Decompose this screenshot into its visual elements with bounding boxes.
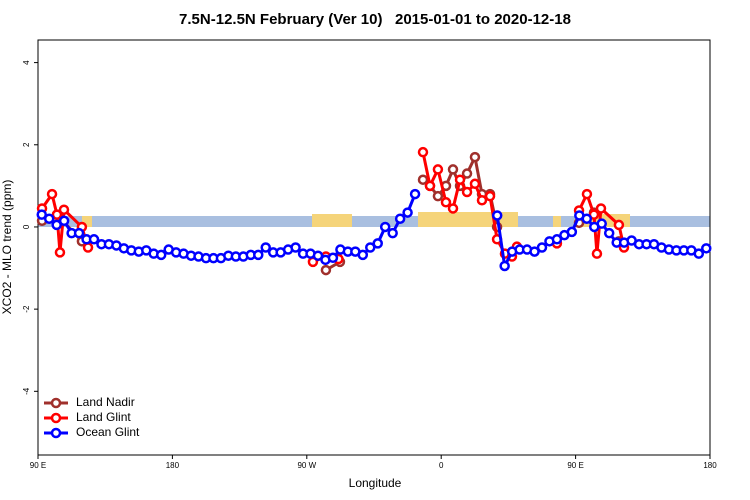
series-point — [536, 242, 548, 253]
series-point — [613, 219, 625, 231]
legend-marker — [50, 397, 62, 409]
x-tick-label: 90 E — [567, 461, 583, 470]
x-tick-label: 90 E — [30, 461, 46, 470]
series-point — [58, 204, 70, 215]
series-point — [447, 164, 459, 175]
series-point — [461, 168, 473, 179]
y-tick-label: -4 — [22, 387, 31, 395]
series-point — [469, 178, 481, 190]
series-point — [320, 264, 332, 276]
series-point — [591, 248, 603, 259]
x-axis-label: Longitude — [349, 476, 402, 490]
series-point — [88, 234, 100, 245]
series-point — [432, 190, 444, 202]
series-point — [417, 146, 429, 158]
series-point — [476, 194, 488, 206]
y-tick-label: 0 — [22, 224, 31, 229]
series-point — [260, 242, 271, 253]
legend-label: Land Nadir — [76, 395, 135, 409]
series-point — [155, 249, 167, 261]
series-point — [603, 227, 615, 239]
y-axis-label: XCO2 - MLO trend (ppm) — [0, 180, 14, 315]
series-point — [432, 164, 444, 175]
series-point — [394, 213, 406, 224]
series-point — [596, 218, 607, 229]
series-point — [551, 234, 563, 245]
series-point — [529, 246, 540, 257]
land-band — [418, 212, 518, 227]
series-point — [491, 210, 503, 221]
series-point — [58, 215, 70, 227]
series-point — [357, 249, 369, 261]
series-point — [484, 190, 496, 202]
series-point — [566, 226, 578, 238]
legend-marker — [50, 427, 62, 439]
chart-title: 7.5N-12.5N February (Ver 10) 2015-01-01 … — [179, 11, 571, 28]
series-point — [581, 213, 593, 224]
series-point — [54, 247, 66, 258]
legend-label: Ocean Glint — [76, 425, 140, 439]
legend-label: Land Glint — [76, 410, 131, 424]
y-tick-label: 2 — [22, 142, 31, 147]
series-point — [693, 248, 705, 259]
series-point — [402, 207, 413, 218]
series-point — [499, 260, 510, 272]
series-point — [43, 213, 55, 224]
series-point — [454, 174, 466, 185]
series-point — [424, 180, 436, 192]
series-point — [312, 250, 324, 261]
series-point — [253, 249, 264, 261]
series-point — [440, 197, 452, 208]
series-point — [595, 203, 607, 214]
series-point — [290, 242, 301, 253]
legend-marker — [50, 412, 62, 424]
series-point — [417, 174, 429, 185]
series-point — [82, 242, 94, 253]
x-tick-label: 90 W — [297, 461, 316, 470]
x-tick-label: 0 — [439, 461, 444, 470]
series-point — [365, 242, 376, 253]
y-tick-label: -2 — [22, 305, 31, 313]
series-point — [447, 203, 459, 214]
series-point — [469, 151, 481, 163]
x-tick-label: 180 — [703, 461, 717, 470]
series-point — [409, 188, 421, 200]
series-point — [51, 209, 63, 220]
series-point — [73, 227, 85, 239]
land-band — [82, 216, 92, 227]
series-point — [46, 188, 58, 200]
x-tick-label: 180 — [166, 461, 180, 470]
series-point — [327, 252, 339, 264]
ocean-band — [38, 216, 710, 227]
y-tick-label: 4 — [22, 60, 31, 65]
land-band — [553, 216, 561, 227]
series-point — [581, 188, 593, 200]
series-point — [36, 209, 47, 220]
land-band — [312, 214, 352, 227]
series-point — [372, 238, 383, 249]
series-point — [379, 221, 391, 233]
series-point — [51, 219, 62, 231]
series-point — [387, 227, 398, 239]
series-point — [461, 186, 473, 198]
series-point — [701, 243, 712, 254]
